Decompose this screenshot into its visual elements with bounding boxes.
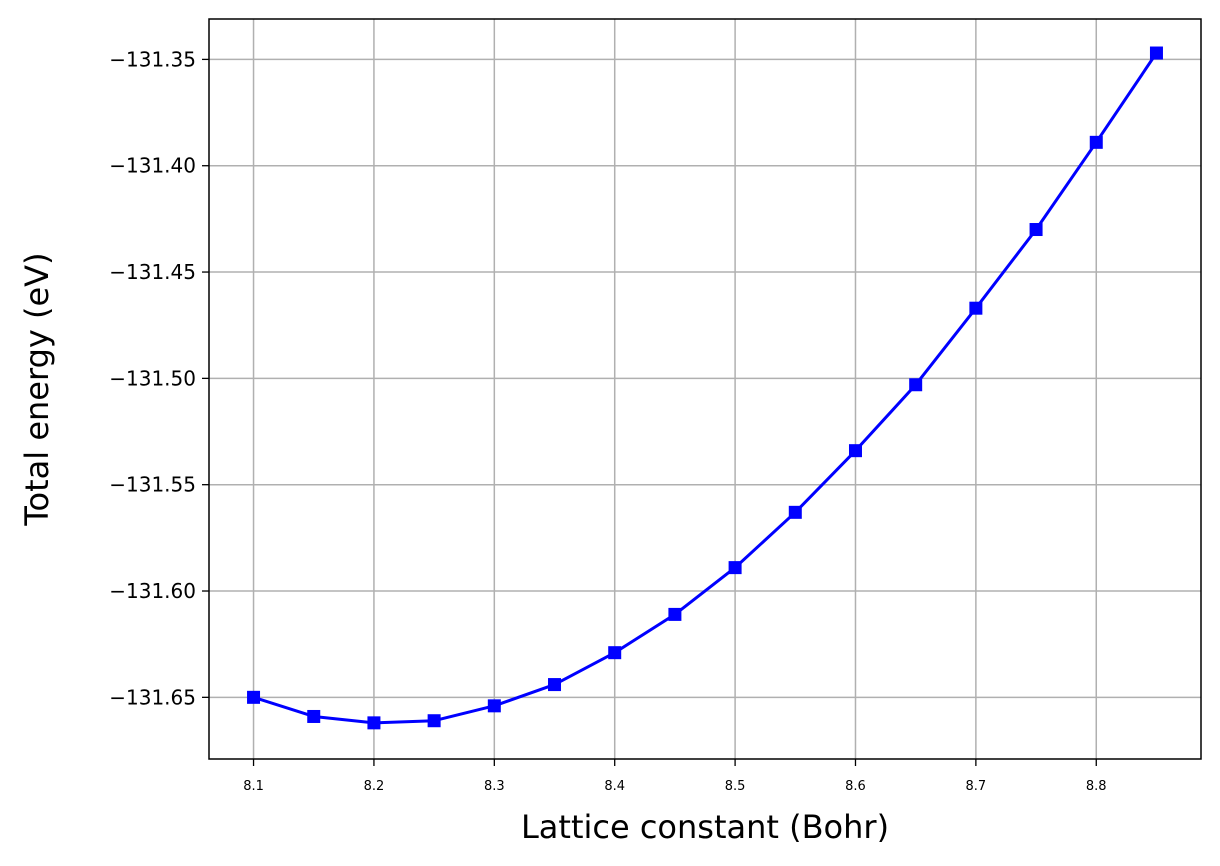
data-point-marker: [909, 378, 923, 392]
y-tick-label: −131.40: [109, 154, 196, 178]
y-tick-label: −131.35: [109, 47, 196, 71]
data-point-marker: [728, 561, 742, 575]
y-tick-label: −131.60: [109, 579, 196, 603]
y-tick-label: −131.50: [109, 366, 196, 390]
y-tick-label: −131.55: [109, 473, 196, 497]
data-point-marker: [548, 678, 562, 692]
data-point-marker: [969, 301, 983, 315]
x-tick-label: 8.4: [604, 779, 625, 794]
x-tick-label: 8.3: [484, 779, 505, 794]
data-point-marker: [1029, 223, 1043, 237]
x-axis-label: Lattice constant (Bohr): [521, 808, 889, 846]
ticks: 8.1 8.2 8.3 8.4 8.5 8.6 8.7 8.8 −131.35 −131.40 −1…: [109, 47, 1106, 794]
x-tick-label: 8.7: [966, 779, 987, 794]
y-tick-label: −131.45: [109, 260, 196, 284]
x-tick-label: 8.1: [243, 779, 264, 794]
data-point-marker: [1149, 46, 1163, 60]
plot-frame: [208, 18, 1202, 760]
data-point-marker: [848, 444, 862, 458]
series-layer: [247, 46, 1163, 730]
data-point-marker: [307, 709, 321, 723]
data-point-marker: [608, 646, 622, 660]
data-point-marker: [1089, 135, 1103, 149]
data-point-marker: [367, 716, 381, 730]
data-point-marker: [788, 505, 802, 519]
data-point-marker: [668, 607, 682, 621]
y-tick-label: −131.65: [109, 685, 196, 709]
series-line: [253, 52, 1158, 725]
x-tick-label: 8.8: [1086, 779, 1107, 794]
x-tick-label: 8.2: [364, 779, 385, 794]
data-point-marker: [247, 690, 261, 704]
x-tick-label: 8.5: [725, 779, 746, 794]
y-axis-label: Total energy (eV): [18, 252, 56, 526]
data-point-marker: [427, 714, 441, 728]
x-tick-label: 8.6: [845, 779, 866, 794]
data-point-marker: [487, 699, 501, 713]
